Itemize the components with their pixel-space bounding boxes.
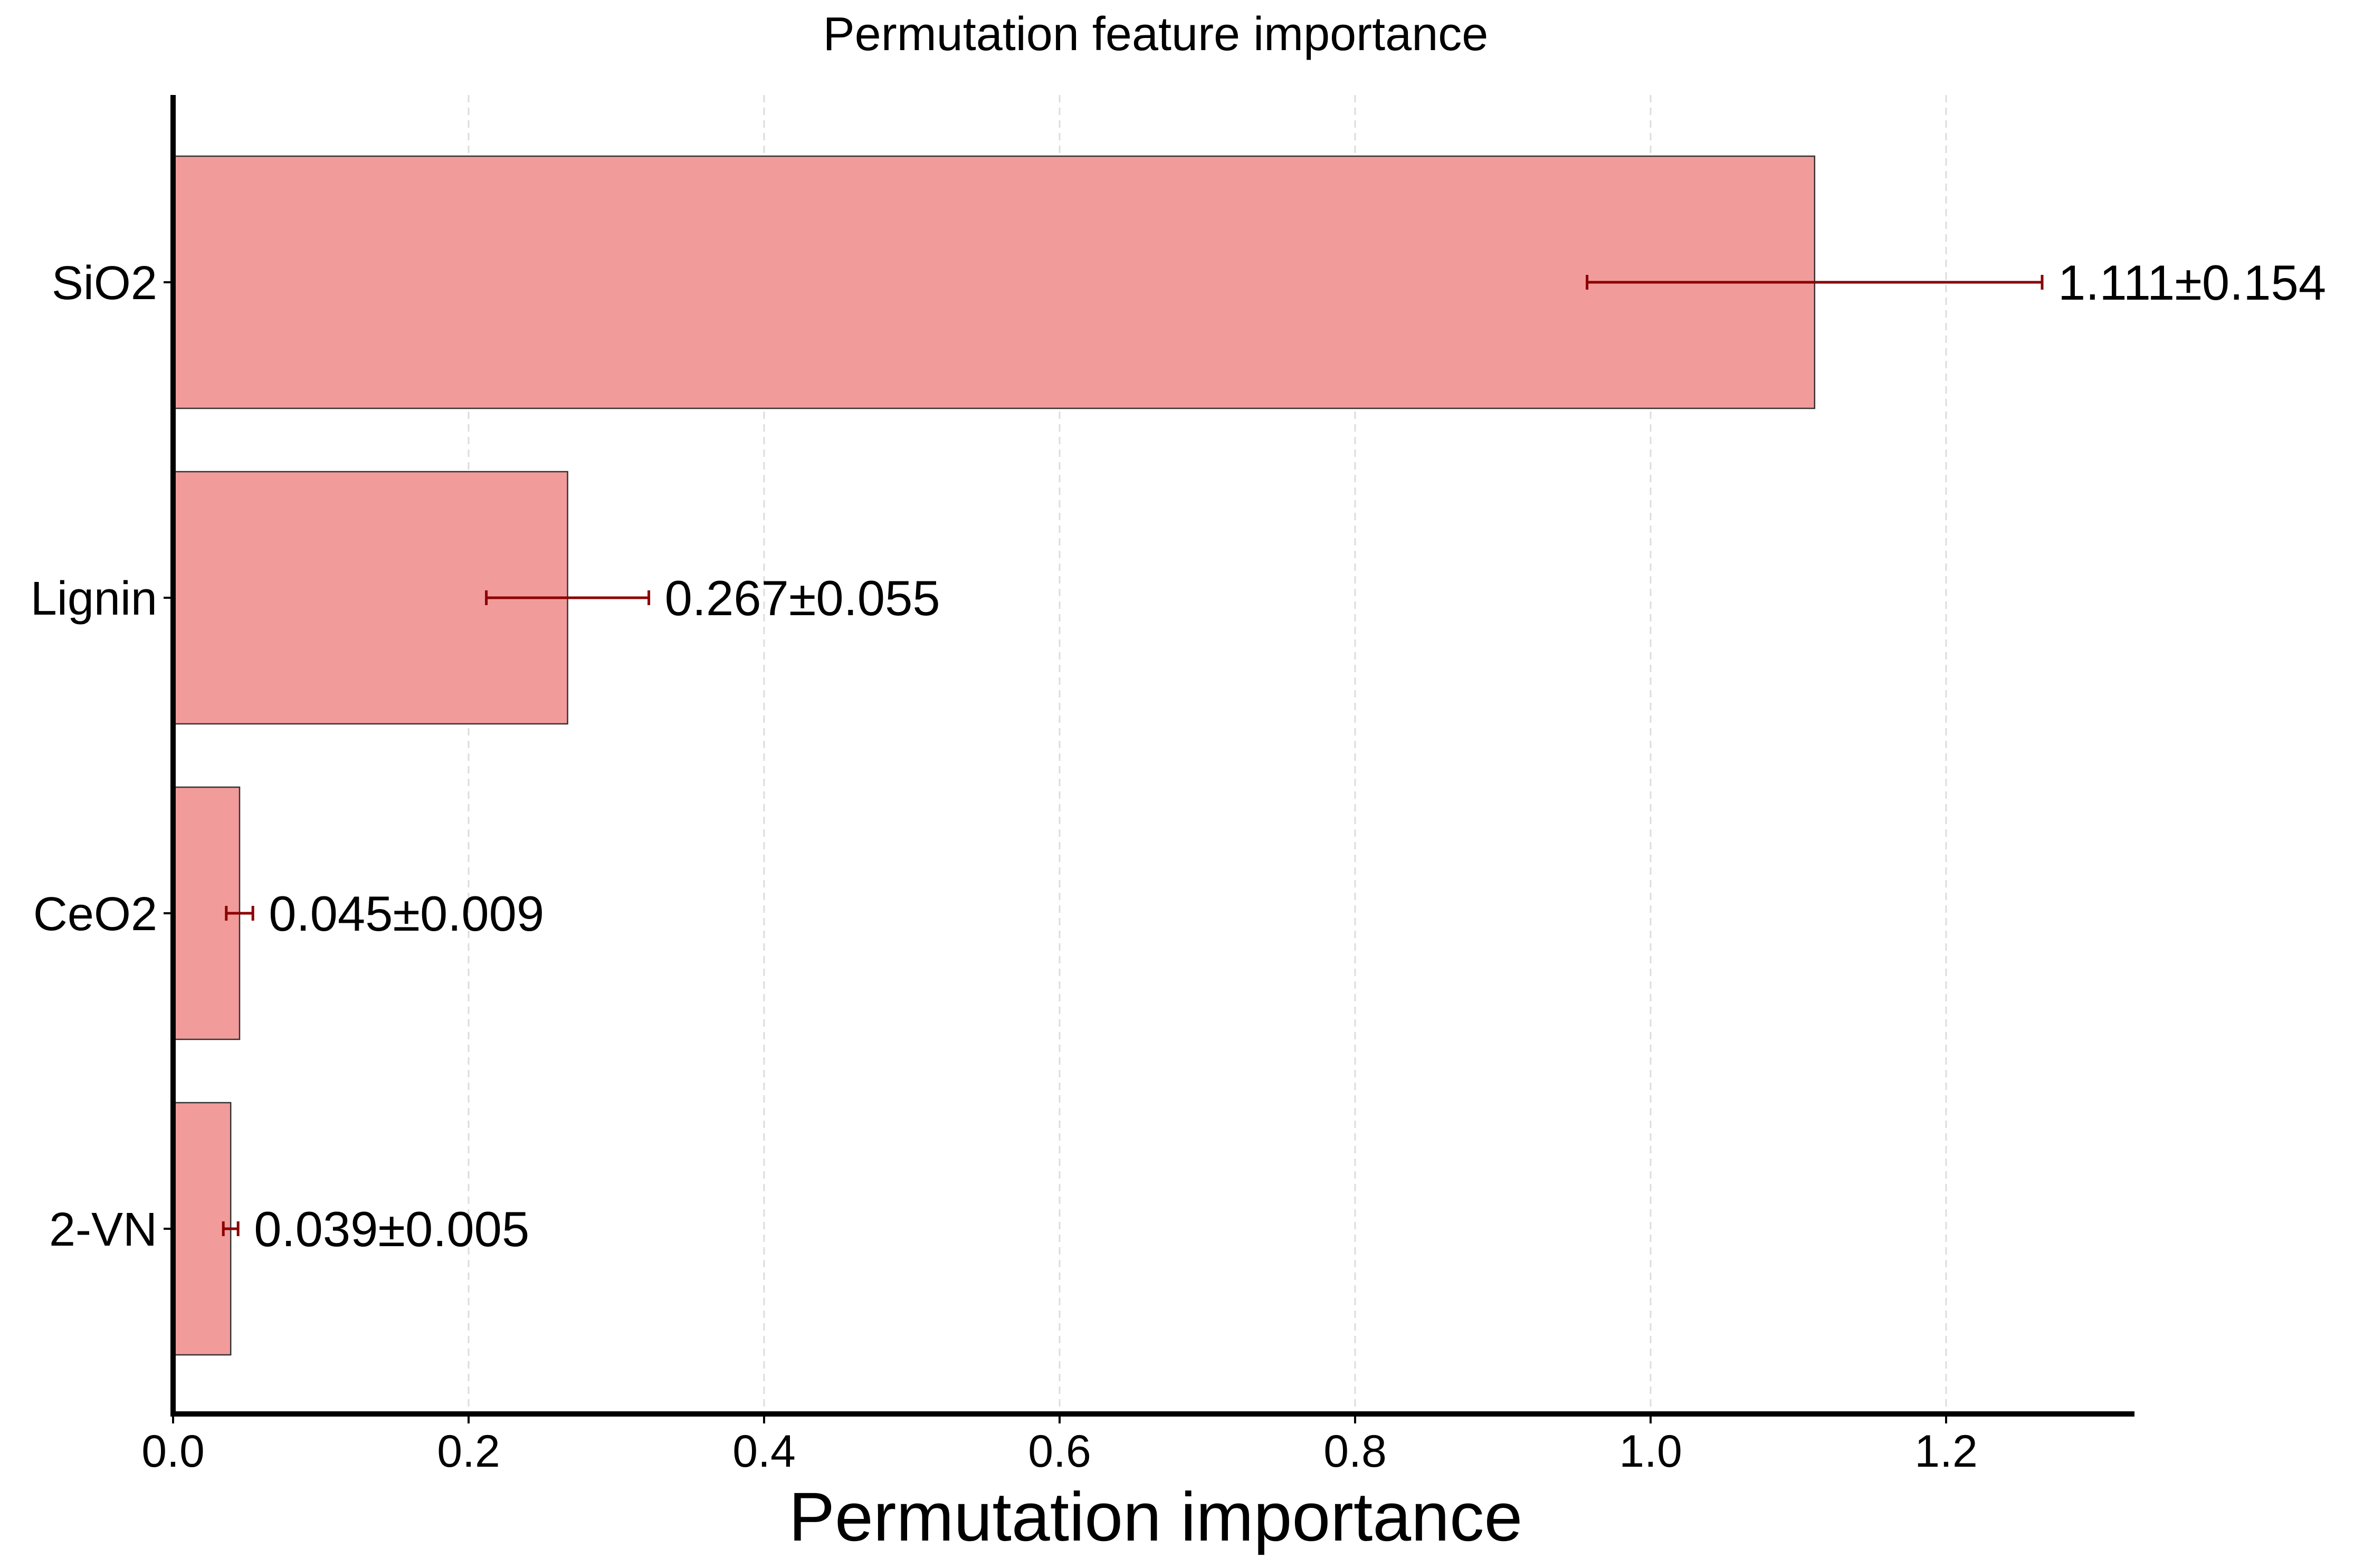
chart-title: Permutation feature importance xyxy=(823,8,1489,61)
x-tick-label: 0.4 xyxy=(732,1426,796,1477)
bar-2-vn xyxy=(172,1102,232,1356)
y-tick-label: SiO2 xyxy=(52,257,157,310)
data-label: 0.045±0.009 xyxy=(269,886,544,941)
x-tick-label: 1.2 xyxy=(1914,1426,1978,1477)
x-axis-ticks: 0.0 0.2 0.4 0.6 0.8 1.0 1.2 xyxy=(141,1414,1978,1477)
error-bar-ceo2 xyxy=(225,906,254,921)
error-bar-sio2 xyxy=(1586,275,2044,290)
error-bar-2-vn xyxy=(222,1221,240,1236)
y-axis-ticks: SiO2 Lignin CeO2 2-VN xyxy=(31,257,173,1256)
y-tick-label: Lignin xyxy=(31,572,157,625)
data-labels: 1.111±0.154 0.267±0.055 0.045±0.009 0.039±0… xyxy=(254,255,2326,1257)
error-bars xyxy=(222,275,2044,1236)
x-tick-label: 1.0 xyxy=(1619,1426,1682,1477)
data-label: 0.039±0.005 xyxy=(254,1201,529,1257)
error-bar-lignin xyxy=(485,590,651,605)
bar-sio2 xyxy=(172,155,1816,409)
x-tick-label: 0.0 xyxy=(141,1426,205,1477)
x-tick-label: 0.8 xyxy=(1323,1426,1387,1477)
data-label: 1.111±0.154 xyxy=(2058,255,2326,310)
y-tick-label: CeO2 xyxy=(33,888,157,941)
x-tick-label: 0.2 xyxy=(437,1426,500,1477)
x-axis-label: Permutation importance xyxy=(789,1478,1523,1555)
bars xyxy=(172,155,1816,1356)
x-tick-label: 0.6 xyxy=(1028,1426,1091,1477)
y-tick-label: 2-VN xyxy=(49,1203,157,1256)
data-label: 0.267±0.055 xyxy=(665,570,940,626)
